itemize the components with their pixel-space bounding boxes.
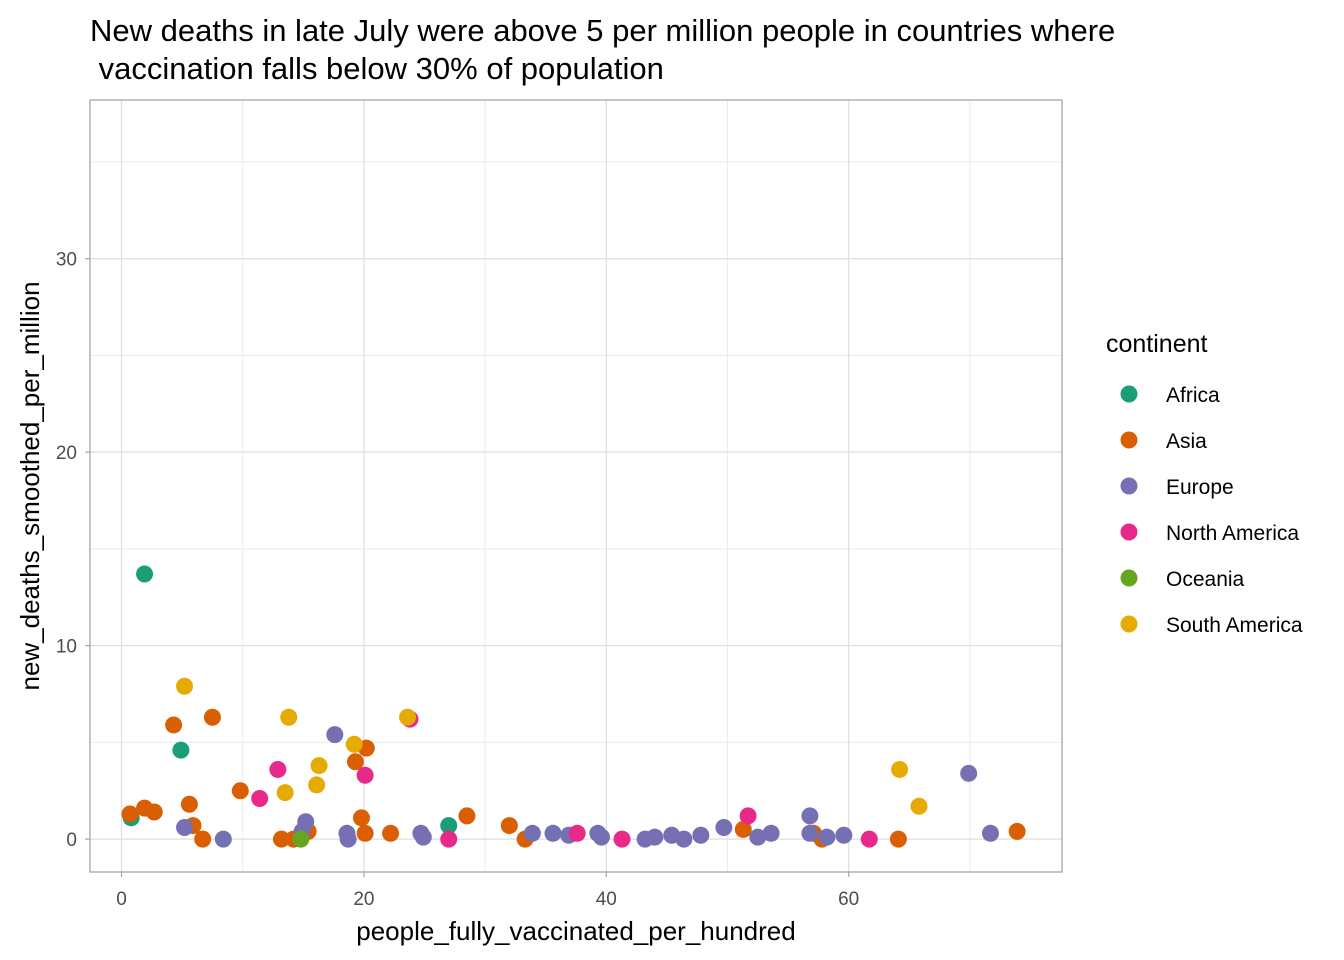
x-tick-label: 60	[838, 889, 859, 910]
data-point-europe	[801, 807, 819, 825]
data-point-asia	[500, 817, 518, 835]
legend-label: Oceania	[1166, 568, 1245, 591]
data-point-africa	[172, 741, 190, 759]
data-point-asia	[352, 809, 370, 827]
data-point-europe	[715, 818, 733, 836]
data-point-south-america	[399, 708, 417, 726]
data-point-south-america	[310, 757, 328, 775]
data-point-asia	[1008, 822, 1026, 840]
legend-key-europe	[1120, 477, 1138, 495]
data-points	[121, 565, 1026, 848]
legend-label: Africa	[1166, 384, 1220, 407]
data-point-asia	[346, 753, 364, 771]
y-axis-title: new_deaths_smoothed_per_million	[15, 281, 45, 690]
y-tick-label: 0	[66, 830, 77, 851]
legend-key-south-america	[1120, 615, 1138, 633]
y-tick-label: 30	[56, 250, 77, 271]
legend-label: North America	[1166, 522, 1299, 545]
data-point-europe	[544, 824, 562, 842]
data-point-europe	[214, 830, 232, 848]
data-point-asia	[356, 824, 374, 842]
data-point-north-america	[739, 807, 757, 825]
data-point-africa	[136, 565, 154, 583]
data-point-europe	[801, 824, 819, 842]
x-tick-label: 0	[116, 889, 127, 910]
data-point-asia	[165, 716, 183, 734]
plot-border	[89, 99, 1063, 873]
data-point-asia	[180, 795, 198, 813]
data-point-asia	[145, 803, 163, 821]
data-point-europe	[960, 764, 978, 782]
data-point-south-america	[891, 760, 909, 778]
data-point-south-america	[276, 784, 294, 802]
legend-key-oceania	[1120, 569, 1138, 587]
data-point-oceania	[292, 830, 310, 848]
x-tick-label: 40	[596, 889, 617, 910]
y-axis-ticks: 0 10 20 30	[56, 250, 90, 851]
x-axis-ticks: 0 20 40 60	[116, 872, 859, 910]
y-tick-label: 10	[56, 637, 77, 658]
data-point-north-america	[269, 760, 287, 778]
x-tick-label: 20	[353, 889, 374, 910]
data-point-europe	[339, 830, 357, 848]
data-point-asia	[458, 807, 476, 825]
data-point-south-america	[308, 776, 326, 794]
data-point-south-america	[280, 708, 298, 726]
data-point-asia	[889, 830, 907, 848]
data-point-asia	[382, 824, 400, 842]
data-point-europe	[675, 830, 693, 848]
data-point-asia	[272, 830, 290, 848]
legend-title: continent	[1106, 330, 1208, 358]
data-point-africa	[440, 817, 458, 835]
data-point-north-america	[251, 789, 269, 807]
data-point-europe	[749, 828, 767, 846]
data-point-asia	[194, 830, 212, 848]
data-point-europe	[592, 828, 610, 846]
data-point-asia	[121, 805, 139, 823]
minor-gridlines	[90, 100, 1062, 872]
data-point-europe	[646, 828, 664, 846]
data-point-europe	[981, 824, 999, 842]
legend-label: Europe	[1166, 476, 1234, 499]
data-point-north-america	[613, 830, 631, 848]
data-point-south-america	[176, 677, 194, 695]
y-tick-label: 20	[56, 443, 77, 464]
data-point-europe	[762, 824, 780, 842]
legend-label: South America	[1166, 614, 1303, 637]
data-point-europe	[297, 813, 315, 831]
legend-key-africa	[1120, 385, 1138, 403]
data-point-north-america	[356, 766, 374, 784]
data-point-europe	[818, 828, 836, 846]
plot-panel	[90, 100, 1062, 872]
data-point-europe	[692, 826, 710, 844]
data-point-europe	[176, 818, 194, 836]
data-point-europe	[835, 826, 853, 844]
legend-key-north-america	[1120, 523, 1138, 541]
data-point-north-america	[860, 830, 878, 848]
data-point-europe	[414, 828, 432, 846]
chart-title-line: New deaths in late July were above 5 per…	[90, 13, 1115, 48]
legend-key-asia	[1120, 431, 1138, 449]
data-point-europe	[326, 726, 344, 744]
data-point-asia	[231, 782, 249, 800]
data-point-europe	[523, 824, 541, 842]
chart-title: New deaths in late July were above 5 per…	[90, 13, 1115, 86]
legend: continent Africa Asia Europe North America O…	[1106, 330, 1303, 637]
data-point-north-america	[440, 830, 458, 848]
data-point-south-america	[345, 735, 363, 753]
data-point-south-america	[910, 797, 928, 815]
data-point-asia	[203, 708, 221, 726]
x-axis-title: people_fully_vaccinated_per_hundred	[356, 916, 795, 946]
legend-label: Asia	[1166, 430, 1207, 453]
data-point-north-america	[568, 824, 586, 842]
chart-title-line: vaccination falls below 30% of populatio…	[90, 51, 664, 86]
data-point-asia	[734, 820, 752, 838]
